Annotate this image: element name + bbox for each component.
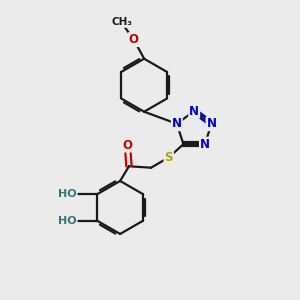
Text: N: N — [172, 117, 182, 130]
Text: N: N — [189, 105, 199, 118]
Text: O: O — [129, 33, 139, 46]
Text: S: S — [164, 151, 173, 164]
Text: HO: HO — [58, 216, 76, 226]
Text: CH₃: CH₃ — [112, 17, 133, 27]
Text: N: N — [206, 117, 217, 130]
Text: N: N — [200, 138, 210, 151]
Text: HO: HO — [58, 189, 76, 199]
Text: O: O — [122, 139, 133, 152]
